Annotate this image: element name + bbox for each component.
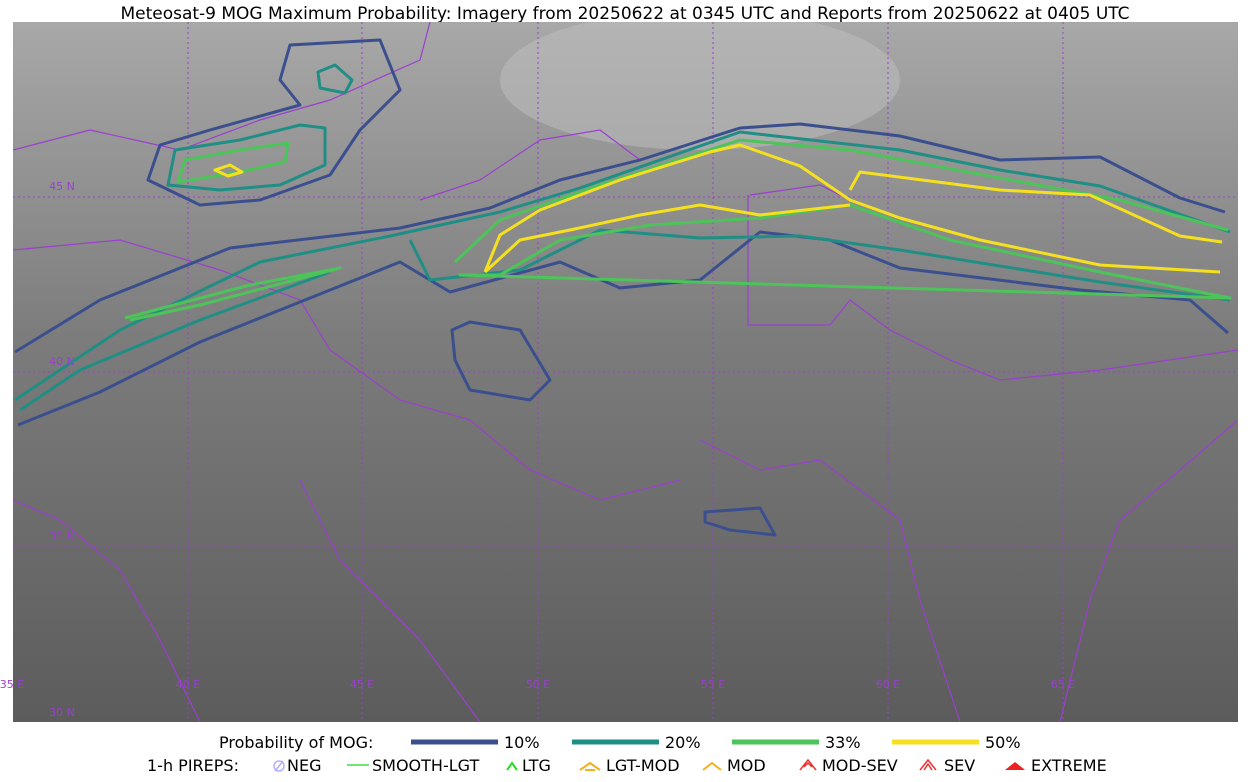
legend-label: 50% bbox=[985, 733, 1021, 752]
cloud bbox=[500, 22, 900, 150]
map-labels: 45 N 40 N 35 N 30 N 35 E 40 E 45 E 50 E … bbox=[0, 180, 1075, 719]
legend-label: SEV bbox=[944, 756, 975, 775]
legend: Probability of MOG: 1-h PIREPS: 10% 20% 33… bbox=[147, 733, 1107, 775]
lat-label: 30 N bbox=[49, 706, 75, 719]
pirep-icon bbox=[799, 758, 817, 771]
lon-label: 35 E bbox=[0, 678, 24, 691]
map bbox=[13, 22, 1238, 722]
legend-title: 1-h PIREPS: bbox=[147, 756, 239, 775]
lon-label: 40 E bbox=[176, 678, 200, 691]
pirep-icon bbox=[506, 761, 518, 771]
lat-label: 45 N bbox=[49, 180, 75, 193]
legend-label: NEG bbox=[287, 756, 321, 775]
legend-label: EXTREME bbox=[1031, 756, 1107, 775]
pirep-icon bbox=[919, 758, 937, 771]
legend-label: LTG bbox=[522, 756, 551, 775]
contour-10 bbox=[14, 122, 1229, 427]
contour-50 bbox=[483, 143, 1223, 274]
lon-label: 55 E bbox=[701, 678, 725, 691]
pirep-icon bbox=[579, 761, 601, 771]
legend-label: 10% bbox=[504, 733, 540, 752]
legend-label: SMOOTH-LGT bbox=[372, 756, 479, 775]
lat-label: 40 N bbox=[49, 355, 75, 368]
borders bbox=[13, 22, 1238, 722]
legend-label: LGT-MOD bbox=[606, 756, 680, 775]
legend-label: MOD-SEV bbox=[822, 756, 898, 775]
lon-label: 45 E bbox=[350, 678, 374, 691]
pirep-icon bbox=[1005, 762, 1025, 770]
lon-label: 65 E bbox=[1051, 678, 1075, 691]
legend-label: MOD bbox=[727, 756, 766, 775]
legend-title: Probability of MOG: bbox=[219, 733, 373, 752]
pirep-icon bbox=[702, 761, 722, 771]
grid bbox=[13, 22, 1238, 722]
title: Meteosat-9 MOG Maximum Probability: Imag… bbox=[120, 4, 1129, 24]
contours bbox=[14, 38, 1232, 537]
legend-label: 33% bbox=[825, 733, 861, 752]
pirep-icon bbox=[273, 760, 285, 772]
legend-label: 20% bbox=[665, 733, 701, 752]
lon-label: 50 E bbox=[526, 678, 550, 691]
lon-label: 60 E bbox=[876, 678, 900, 691]
lat-label: 35 N bbox=[49, 530, 75, 543]
